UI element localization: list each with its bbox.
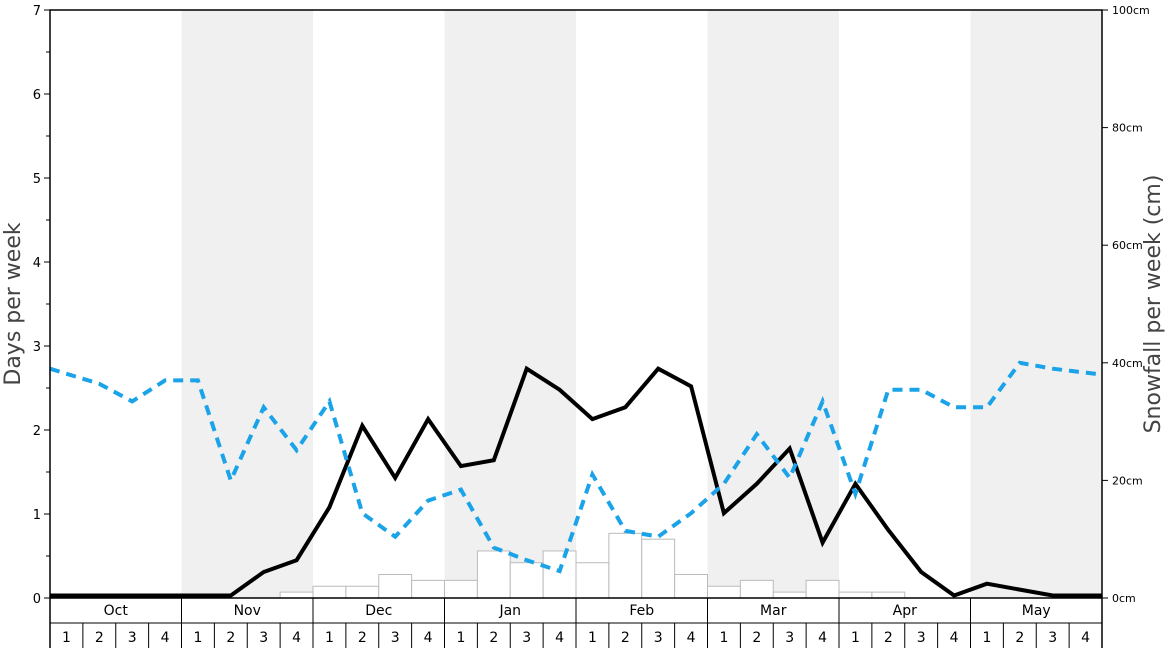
left-tick-label: 1: [33, 508, 41, 523]
month-label: Feb: [629, 603, 654, 619]
left-tick-label: 2: [33, 424, 41, 439]
month-shade-jan: [444, 10, 576, 598]
right-tick-label: 0cm: [1112, 592, 1136, 605]
week-label: 1: [456, 630, 465, 646]
snowfall-bars: [279, 532, 906, 599]
week-label: 3: [917, 630, 926, 646]
snowfall-bar: [378, 573, 413, 599]
month-label: Apr: [893, 603, 917, 619]
left-tick-label: 3: [33, 340, 41, 355]
week-label: 4: [950, 630, 959, 646]
week-label: 2: [752, 630, 761, 646]
week-label: 1: [588, 630, 597, 646]
week-label: 3: [391, 630, 400, 646]
dashed-days-line: [49, 360, 1103, 574]
month-label: Oct: [104, 603, 129, 619]
month-label: Jan: [498, 603, 521, 619]
week-label: 1: [851, 630, 860, 646]
week-label: 3: [785, 630, 794, 646]
snowfall-bar: [772, 591, 807, 599]
week-label: 1: [325, 630, 334, 646]
week-label: 4: [818, 630, 827, 646]
left-tick-label: 4: [33, 256, 41, 271]
week-row: 1 2 3 4 1 2 3 4 1 2 3 4 1 2 3 4 1 2 3 4 1 2 3 4 1 2 3 4 1 2 3 4: [62, 623, 1090, 648]
week-label: 3: [522, 630, 531, 646]
month-label: Nov: [234, 603, 261, 619]
week-label: 2: [1015, 630, 1024, 646]
month-shade-nov: [181, 10, 313, 598]
left-tick-label: 7: [33, 4, 41, 19]
week-label: 3: [259, 630, 268, 646]
week-label: 4: [1081, 630, 1090, 646]
week-label: 3: [654, 630, 663, 646]
week-label: 2: [621, 630, 630, 646]
snowfall-bar: [739, 579, 774, 599]
month-label: May: [1022, 603, 1051, 619]
month-shade-mar: [707, 10, 839, 598]
snowfall-bar: [641, 538, 676, 599]
snowfall-bar: [476, 550, 511, 599]
week-label: 3: [1048, 630, 1057, 646]
right-tick-label: 20cm: [1112, 474, 1143, 487]
left-tick-label: 6: [33, 88, 41, 103]
week-label: 2: [95, 630, 104, 646]
week-label: 1: [62, 630, 71, 646]
snowfall-bar: [838, 591, 873, 599]
week-label: 4: [424, 630, 433, 646]
snowfall-bar: [575, 562, 610, 599]
week-label: 3: [128, 630, 137, 646]
snowfall-bar: [542, 550, 577, 599]
snowfall-bar: [871, 591, 906, 599]
week-label: 2: [226, 630, 235, 646]
week-label: 2: [884, 630, 893, 646]
week-label: 2: [489, 630, 498, 646]
snowfall-bar: [345, 585, 380, 599]
snowfall-bar: [411, 579, 445, 599]
week-label: 4: [687, 630, 696, 646]
left-axis: 0 1 2 3 4 5 6 7: [33, 4, 50, 607]
snowfall-bar: [805, 579, 840, 599]
right-tick-label: 100cm: [1112, 4, 1150, 17]
snowfall-bar: [509, 562, 544, 599]
snowfall-bar: [674, 573, 708, 599]
snowfall-bar: [312, 585, 347, 599]
right-axis: 0cm 20cm 40cm 60cm 80cm 100cm: [1102, 4, 1150, 605]
month-shade-may: [970, 10, 1102, 598]
right-tick-label: 80cm: [1112, 122, 1143, 135]
week-label: 1: [719, 630, 728, 646]
week-label: 1: [193, 630, 202, 646]
month-shading-layer: [181, 10, 1102, 598]
week-label: 4: [555, 630, 564, 646]
right-tick-label: 40cm: [1112, 357, 1143, 370]
week-label: 4: [161, 630, 170, 646]
left-tick-label: 5: [33, 172, 41, 187]
snowfall-bar: [279, 591, 314, 599]
left-tick-label: 0: [33, 592, 41, 607]
month-label: Mar: [760, 603, 787, 619]
week-label: 1: [982, 630, 991, 646]
right-axis-title: Snowfall per week (cm): [1141, 175, 1166, 434]
week-label: 2: [358, 630, 367, 646]
week-label: 4: [292, 630, 301, 646]
snowfall-bar: [444, 579, 478, 599]
day-lines: [49, 360, 1103, 598]
month-label: Dec: [365, 603, 392, 619]
snowfall-bar: [608, 532, 643, 599]
left-axis-title: Days per week: [1, 222, 26, 385]
right-tick-label: 60cm: [1112, 239, 1143, 252]
solid-days-line: [50, 365, 1102, 598]
snowfall-bar: [707, 585, 741, 599]
